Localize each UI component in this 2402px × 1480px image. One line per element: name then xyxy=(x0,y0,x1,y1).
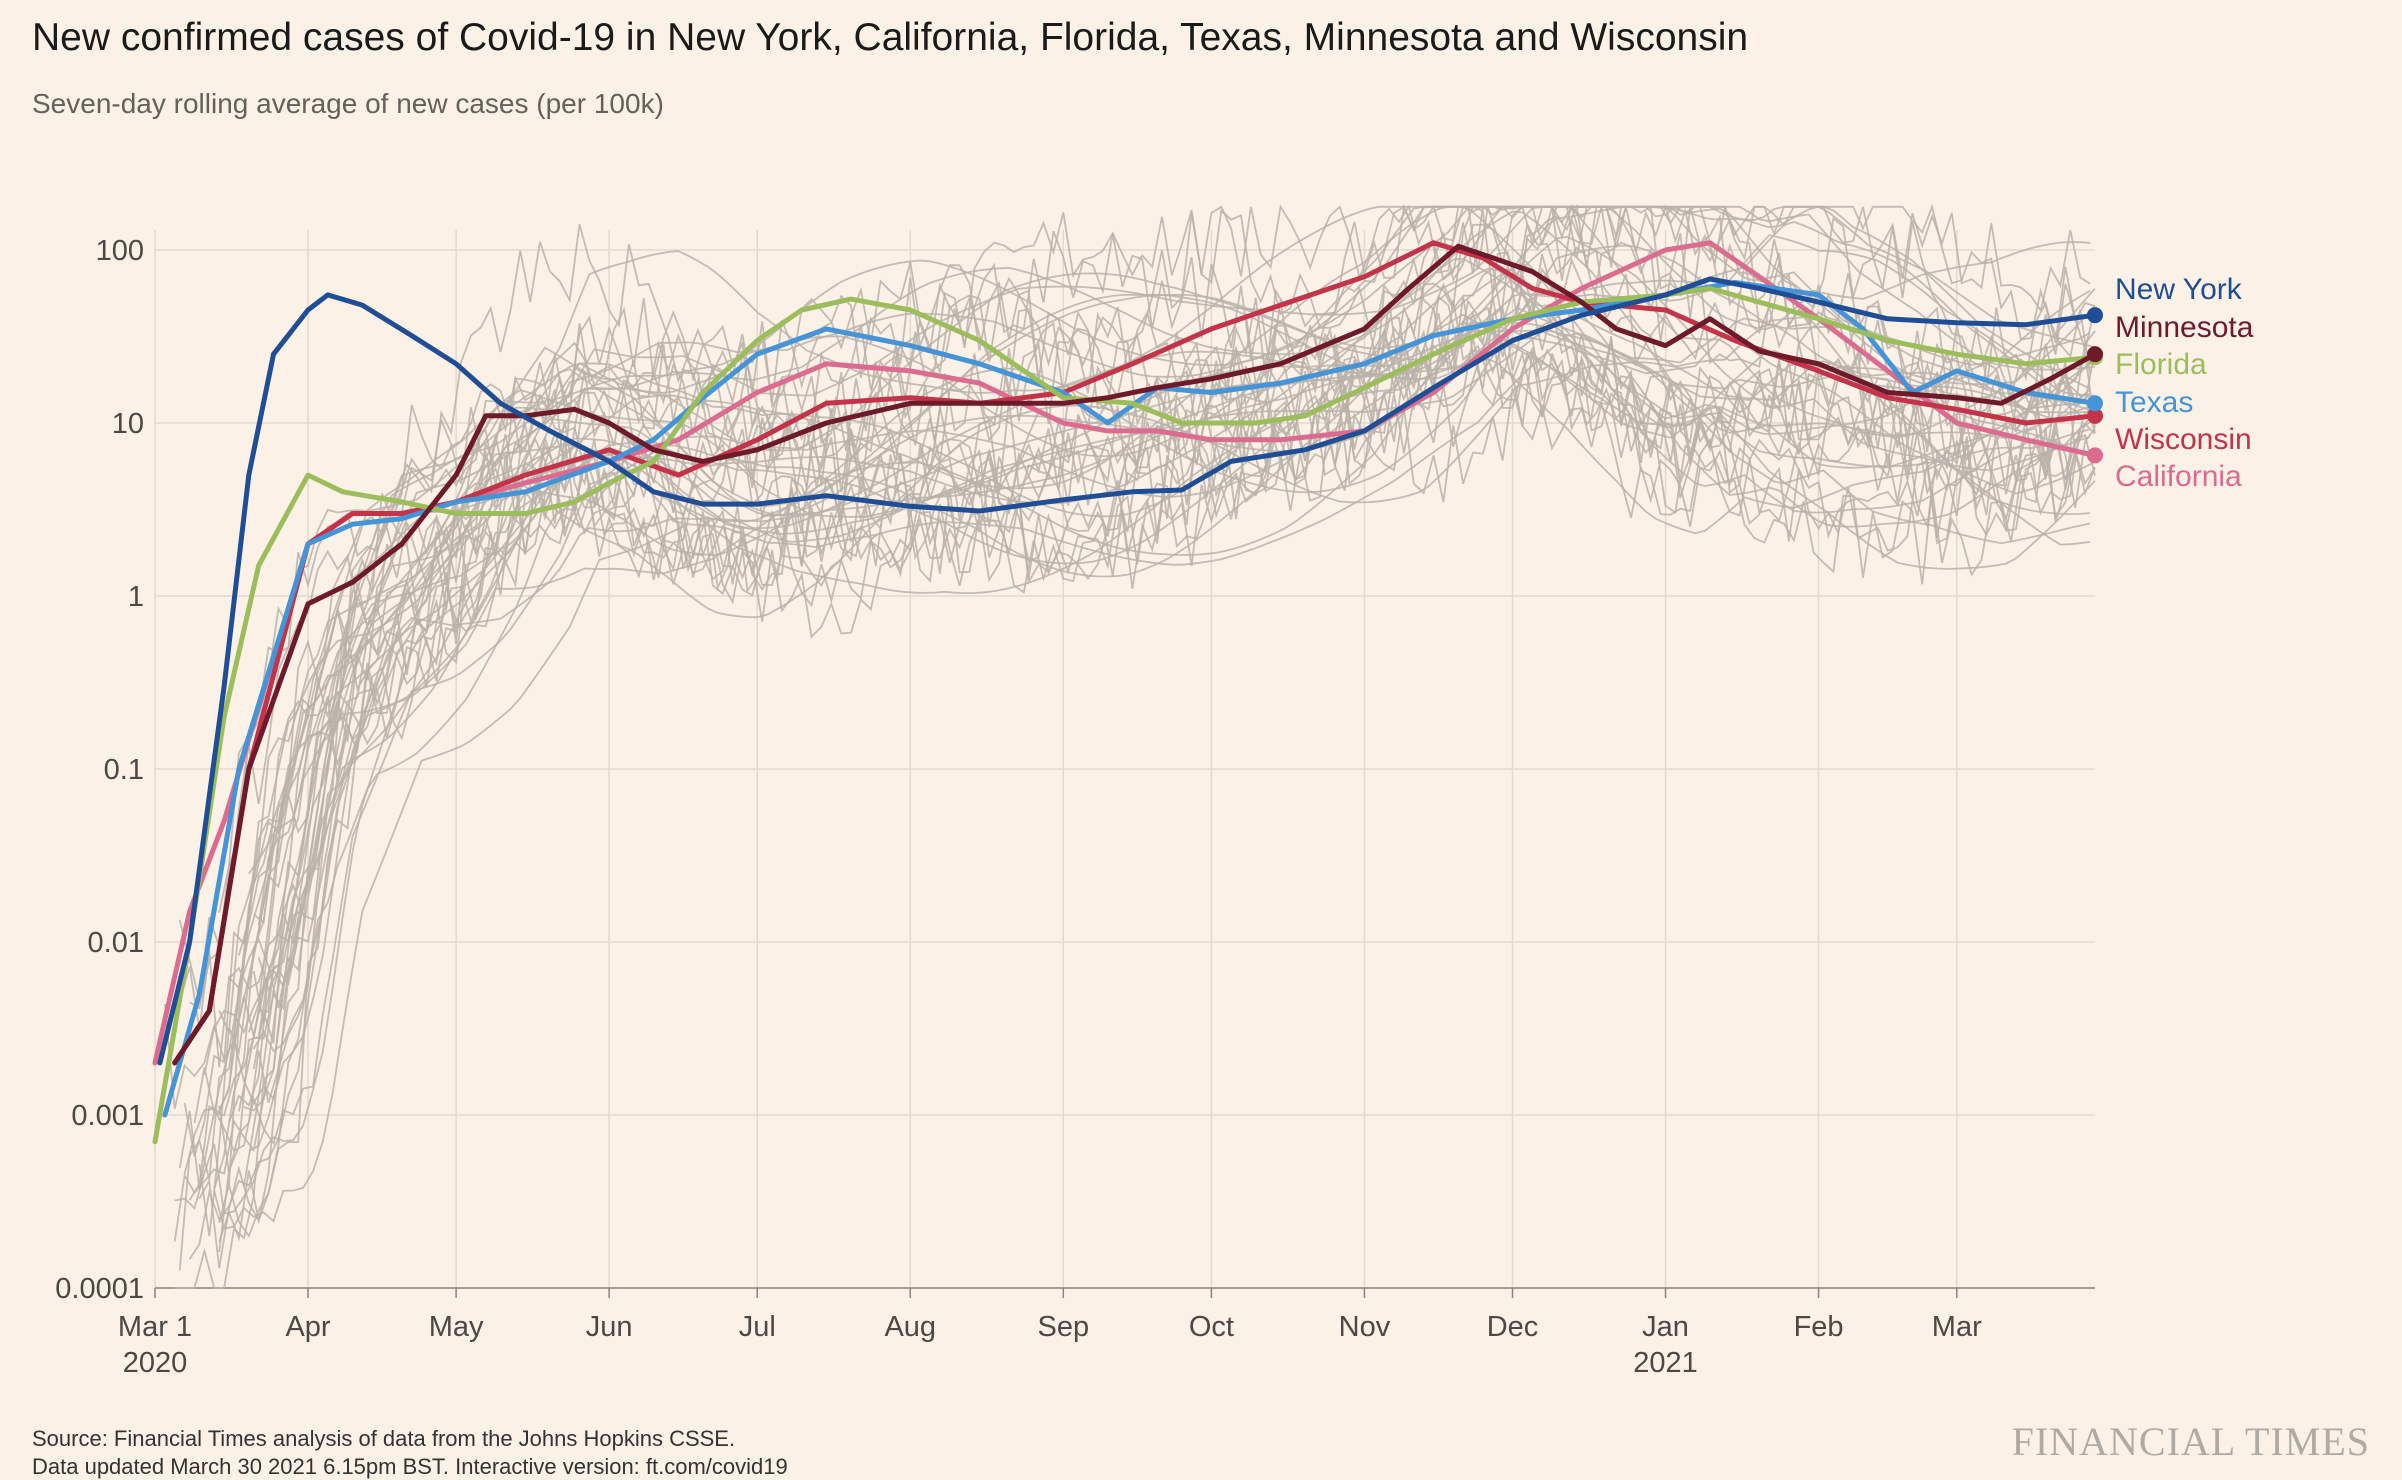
wisconsin-end-dot xyxy=(2087,407,2103,424)
other-state-line xyxy=(218,296,2096,1111)
other-state-line xyxy=(178,205,2096,1068)
chart-subtitle: Seven-day rolling average of new cases (… xyxy=(32,88,664,119)
minnesota-line xyxy=(172,243,2098,1066)
y-tick-label: 100 xyxy=(96,235,144,267)
x-tick-label: Sep xyxy=(1037,1311,1089,1343)
x-tick-label: Jul xyxy=(739,1311,776,1343)
gridlines xyxy=(154,230,2095,1298)
brand-logo: FINANCIAL TIMES xyxy=(2011,1419,2370,1464)
texas-label: Texas xyxy=(2115,386,2193,419)
minnesota-label: Minnesota xyxy=(2115,311,2254,344)
y-tick-label: 0.0001 xyxy=(55,1273,144,1305)
other-state-line xyxy=(178,313,2096,1271)
y-tick-label: 10 xyxy=(112,408,144,440)
x-tick-label: May xyxy=(429,1311,484,1343)
x-tick-label: Oct xyxy=(1189,1311,1234,1343)
other-state-line xyxy=(178,205,2096,1002)
y-axis-labels: 100 10 1 0.1 0.01 0.001 0.0001 xyxy=(55,235,144,1305)
y-tick-label: 1 xyxy=(128,581,144,613)
other-state-line xyxy=(203,203,2091,1075)
other-state-line xyxy=(178,321,2096,1190)
y-tick-label: 0.001 xyxy=(71,1100,144,1132)
series-labels: California Wisconsin Texas Florida Minnesota… xyxy=(2115,273,2254,493)
other-state-line xyxy=(213,332,2091,1230)
texas-line xyxy=(162,279,2098,1118)
source-note: Source: Financial Times analysis of data… xyxy=(32,1426,736,1451)
other-state-line xyxy=(228,203,2096,1123)
x-tick-label: Mar xyxy=(1932,1311,1982,1343)
other-state-line xyxy=(183,205,2091,1157)
y-tick-label: 0.01 xyxy=(88,927,144,959)
x-axis-labels: Mar 1 2020 Apr May Jun Jul Aug Sep Oct Nov Dec Jan 2… xyxy=(118,1311,1982,1379)
x-tick-label: Nov xyxy=(1339,1311,1391,1343)
california-label: California xyxy=(2115,460,2242,493)
other-state-line xyxy=(257,205,2096,993)
wisconsin-label: Wisconsin xyxy=(2115,423,2252,456)
x-tick-year: 2021 xyxy=(1633,1347,1698,1379)
other-state-line xyxy=(228,205,2096,990)
other-state-line xyxy=(257,205,2096,926)
other-state-line xyxy=(252,205,2091,1024)
other-state-line xyxy=(218,262,2096,1243)
x-tick-label: Dec xyxy=(1487,1311,1539,1343)
update-note: Data updated March 30 2021 6.15pm BST. I… xyxy=(32,1454,788,1479)
x-tick-label: Jan xyxy=(1642,1311,1689,1343)
other-states-lines xyxy=(164,203,2096,1289)
new-york-end-dot xyxy=(2087,307,2103,324)
y-tick-label: 0.1 xyxy=(104,754,144,786)
other-state-line xyxy=(188,330,2096,1260)
florida-line xyxy=(152,285,2098,1145)
other-state-line xyxy=(218,342,2096,1238)
new-york-line xyxy=(157,276,2098,1066)
line-chart: 100 10 1 0.1 0.01 0.001 0.0001 Mar 1 2020 Apr May… xyxy=(55,203,2254,1379)
x-tick-year: 2020 xyxy=(123,1347,188,1379)
other-state-line xyxy=(252,203,2091,1070)
x-tick-label: Feb xyxy=(1794,1311,1844,1343)
other-state-line xyxy=(174,309,2091,1215)
other-state-line xyxy=(218,337,2096,1253)
california-end-dot xyxy=(2087,447,2103,464)
other-state-line xyxy=(174,358,2091,1289)
other-state-line xyxy=(164,205,2091,1110)
x-tick-label: Mar 1 xyxy=(118,1311,192,1343)
texas-end-dot xyxy=(2087,395,2103,412)
wisconsin-line xyxy=(172,240,2098,1066)
highlighted-series xyxy=(152,240,2103,1145)
new-york-label: New York xyxy=(2115,273,2243,306)
minnesota-end-dot xyxy=(2087,346,2103,363)
x-tick-label: Aug xyxy=(884,1311,936,1343)
other-state-line xyxy=(252,204,2091,1038)
x-tick-label: Apr xyxy=(285,1311,330,1343)
florida-label: Florida xyxy=(2115,348,2207,381)
x-tick-label: Jun xyxy=(586,1311,633,1343)
chart-title: New confirmed cases of Covid-19 in New Y… xyxy=(32,16,1749,59)
